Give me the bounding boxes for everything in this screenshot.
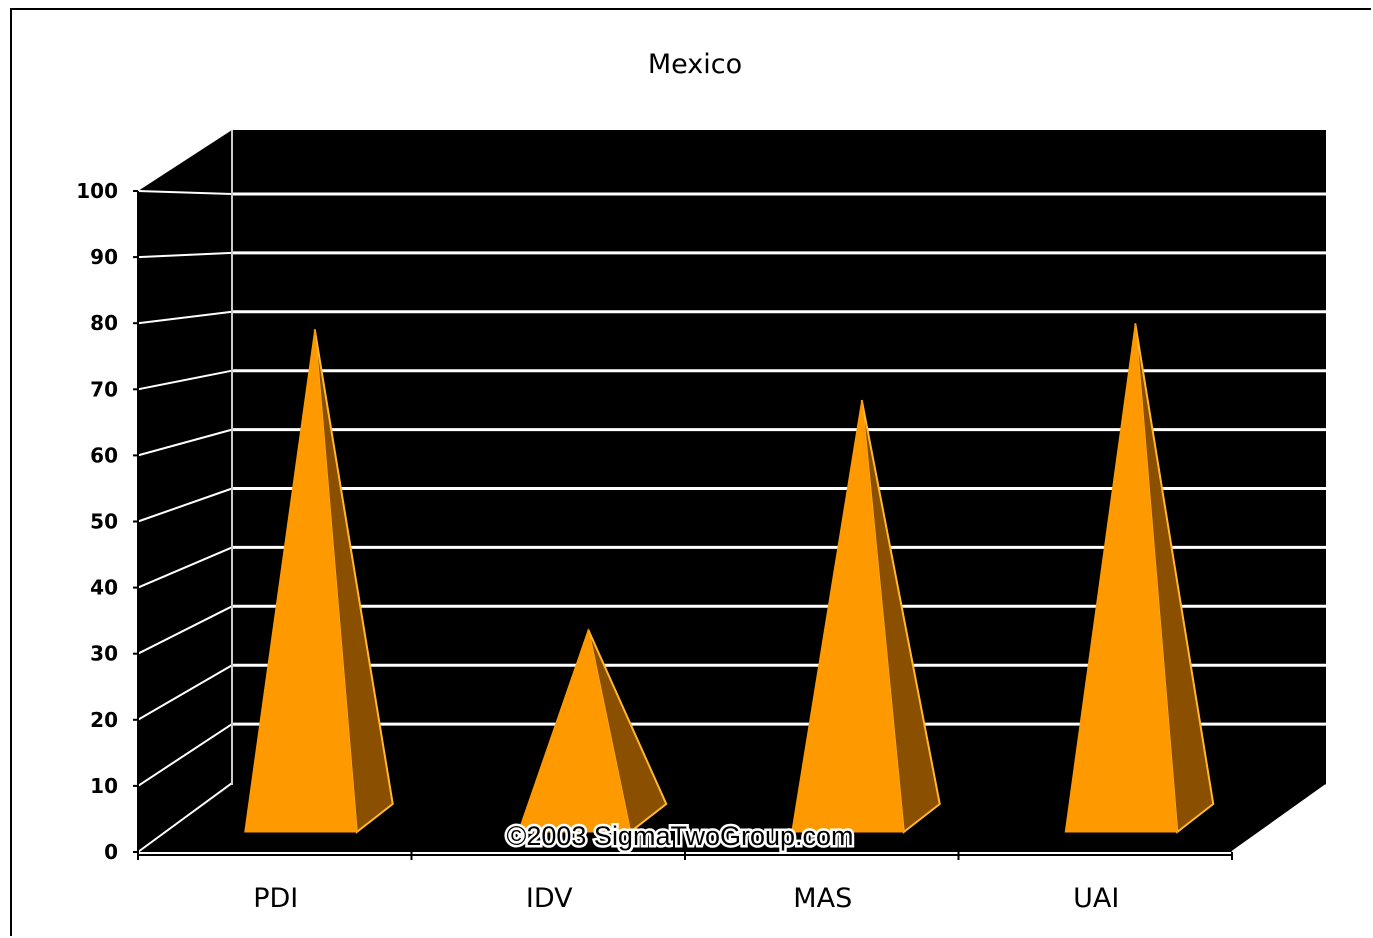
- y-tick-label: 10: [90, 774, 118, 798]
- y-tick-label: 50: [90, 510, 118, 534]
- x-category-label: UAI: [1073, 883, 1119, 914]
- floor-edge: [1231, 784, 1327, 853]
- gridline-diagonal: [137, 369, 233, 391]
- bar-pyramid: [517, 627, 668, 834]
- y-tick-label: 20: [90, 708, 118, 732]
- gridline-diagonal: [137, 428, 233, 457]
- bar-pyramid: [791, 399, 941, 834]
- chart-title: Mexico: [648, 49, 742, 80]
- bar-front-face: [1064, 323, 1178, 833]
- y-tick-label: 0: [104, 840, 118, 864]
- y-tick-label: 40: [90, 576, 118, 600]
- x-category-label: MAS: [793, 883, 852, 914]
- gridline-diagonal: [137, 664, 233, 721]
- y-tick-label: 70: [90, 377, 118, 401]
- y-tick-label: 100: [76, 179, 118, 203]
- bar-pyramid: [1064, 323, 1215, 834]
- y-tick-label: 90: [90, 245, 118, 269]
- watermark-text: ©2003 SigmaTwoGroup.com: [506, 821, 853, 851]
- y-tick-label: 30: [90, 642, 118, 666]
- gridline-diagonal: [137, 723, 233, 787]
- gridline-diagonal: [137, 190, 233, 195]
- y-tick-label: 80: [90, 311, 118, 335]
- bar-front-face: [244, 329, 358, 833]
- bars: [244, 323, 1215, 834]
- bar-front-face: [791, 399, 905, 833]
- side-wall: [138, 130, 232, 852]
- floor: [138, 785, 1326, 852]
- bar-front-face: [517, 627, 631, 833]
- y-axis: 0 10 20 30 40 50 60 70 80 90 100: [76, 179, 139, 864]
- x-category-label: PDI: [253, 883, 298, 914]
- x-category-label: IDV: [526, 883, 573, 914]
- gridline-diagonal: [137, 487, 233, 523]
- gridline-diagonal: [137, 782, 233, 853]
- gridline-diagonal: [137, 546, 233, 589]
- gridline-diagonal: [137, 310, 233, 325]
- x-axis: PDI IDV MAS UAI: [137, 852, 1233, 914]
- gridline-diagonal: [137, 605, 233, 655]
- gridline-diagonal: [137, 251, 233, 259]
- y-tick-label: 60: [90, 443, 118, 467]
- bar-pyramid: [244, 329, 394, 834]
